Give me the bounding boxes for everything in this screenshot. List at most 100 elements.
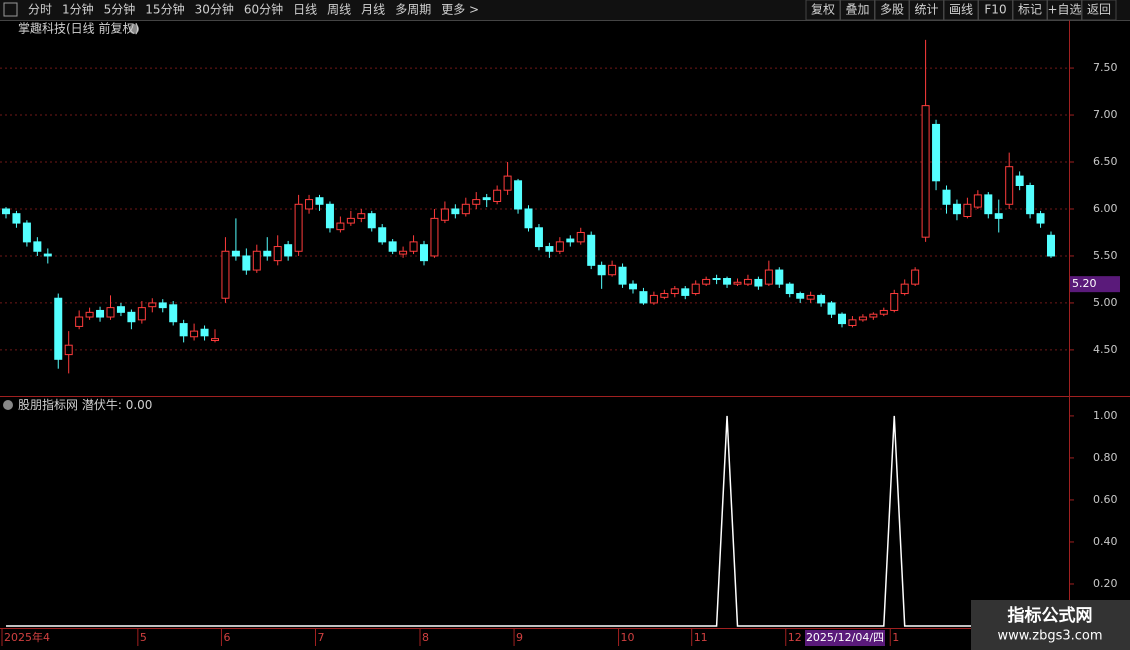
candle-body (1015, 175, 1024, 186)
candle-body (681, 288, 690, 296)
candle-body (911, 269, 920, 285)
candle-body (545, 246, 554, 252)
candle-body (315, 197, 324, 205)
cursor-date: 2025/12/04/四 (806, 631, 884, 644)
toolbar-label[interactable]: 返回 (1087, 3, 1111, 17)
candle-body (451, 208, 460, 215)
candle-body (440, 208, 449, 221)
tab[interactable]: 15分钟 (145, 2, 184, 17)
indicator-title: 股朋指标网 潜伏牛: 0.00 (18, 397, 152, 412)
candle-body (336, 222, 345, 231)
current-value: 0.00 (126, 398, 153, 412)
candle-body (158, 302, 167, 309)
candle-body (263, 250, 272, 257)
candle-body (723, 278, 732, 285)
candle-body (388, 241, 397, 252)
candle-body (858, 316, 867, 321)
candle-body (96, 309, 105, 318)
candle-body (1047, 234, 1055, 257)
x-tick-label: 6 (223, 631, 230, 644)
indicator-line (6, 415, 1051, 627)
y-tick-label: 6.00 (1093, 202, 1118, 215)
candle-body (921, 105, 930, 238)
candle-body (838, 313, 846, 325)
candle-body (879, 309, 888, 315)
candle-body (754, 278, 763, 287)
toolbar-label[interactable]: 多股 (880, 3, 904, 17)
y-tick-label: 1.00 (1093, 409, 1118, 422)
x-tick-label: 9 (516, 631, 523, 644)
candle-body (221, 250, 230, 299)
toolbar-label[interactable]: +自选 (1047, 3, 1081, 17)
candle-body (806, 294, 815, 300)
watermark-title: 指标公式网 (1008, 605, 1093, 626)
x-tick-label: 10 (621, 631, 635, 644)
candle-body (524, 208, 533, 229)
tab[interactable]: 日线 (293, 3, 317, 17)
tab[interactable]: 周线 (327, 3, 351, 17)
candle-body (200, 328, 209, 337)
toolbar-label[interactable]: 叠加 (845, 3, 869, 17)
candle-body (555, 241, 564, 252)
y-tick-label: 0.60 (1093, 493, 1118, 506)
candle-body (179, 323, 188, 337)
tab[interactable]: 60分钟 (244, 2, 283, 17)
candle-body (305, 199, 314, 210)
candle-body (399, 250, 408, 255)
candle-body (367, 213, 376, 229)
candle-body (670, 288, 679, 295)
toolbar-label[interactable]: 标记 (1018, 3, 1042, 17)
candle-body (503, 175, 512, 191)
tab[interactable]: 更多 > (441, 3, 479, 17)
toolbar-label[interactable]: F10 (984, 3, 1006, 17)
y-tick-label: 0.80 (1093, 451, 1118, 464)
toolbar-label[interactable]: 统计 (914, 3, 938, 17)
y-tick-label: 7.00 (1093, 108, 1118, 121)
candle-body (743, 278, 752, 285)
indicator-name: 股朋指标网 (18, 397, 78, 412)
tab[interactable]: 分时 (28, 3, 52, 17)
candle-body (973, 194, 982, 208)
tab[interactable]: 多周期 (395, 3, 431, 17)
candle-body (660, 293, 669, 298)
candle-body (796, 293, 805, 299)
candle-body (712, 278, 721, 281)
x-tick-label: 2025年4 (4, 630, 50, 644)
y-tick-label: 4.50 (1093, 343, 1118, 356)
candle-body (764, 269, 773, 285)
y-tick-label: 7.50 (1093, 61, 1118, 74)
candle-body (252, 250, 261, 271)
y-tick-label: 0.20 (1093, 577, 1118, 590)
candle-body (357, 213, 366, 219)
x-tick-label: 12 (788, 631, 802, 644)
y-tick-label: 5.50 (1093, 249, 1118, 262)
x-tick-label: 7 (318, 631, 325, 644)
candle-body (952, 203, 961, 215)
candle-body (848, 319, 857, 326)
candle-body (12, 213, 21, 224)
tab[interactable]: 30分钟 (195, 2, 234, 17)
candle-body (284, 244, 293, 257)
tab[interactable]: 1分钟 (62, 2, 94, 17)
y-tick-label: 0.40 (1093, 535, 1118, 548)
candle-body (963, 203, 972, 217)
candle-body (273, 246, 282, 262)
x-tick-label: 11 (694, 631, 708, 644)
candle-body (1026, 184, 1035, 215)
tab[interactable]: 月线 (361, 3, 385, 17)
candle-body (242, 255, 251, 271)
toolbar-label[interactable]: 画线 (949, 3, 973, 17)
candle-body (378, 227, 387, 243)
candle-body (890, 293, 899, 311)
candle-body (691, 283, 700, 295)
candle-body (75, 316, 84, 327)
candle-body (106, 307, 115, 318)
tab[interactable]: 5分钟 (104, 2, 136, 17)
toolbar-label[interactable]: 复权 (811, 3, 835, 17)
candle-body (984, 194, 993, 215)
toolbar-button[interactable] (1081, 0, 1117, 21)
candle-body (817, 294, 826, 304)
candle-body (116, 306, 125, 313)
candle-body (618, 266, 627, 285)
candle-body (994, 213, 1003, 219)
